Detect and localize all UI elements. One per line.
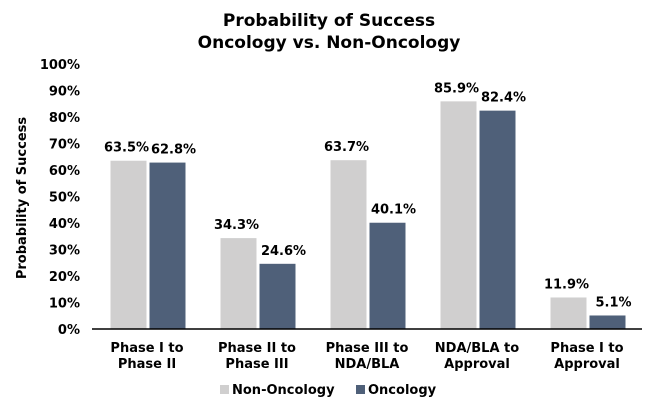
- data-label: 11.9%: [544, 277, 589, 292]
- y-tick-label: 20%: [49, 270, 80, 285]
- chart-subtitle: Oncology vs. Non-Oncology: [198, 33, 461, 53]
- y-tick-label: 60%: [49, 164, 80, 179]
- data-label: 40.1%: [371, 203, 416, 218]
- y-tick-label: 0%: [58, 323, 80, 338]
- data-label: 34.3%: [214, 218, 259, 233]
- x-category-label: Phase III to: [326, 341, 409, 356]
- x-category-label: Phase I to: [110, 341, 183, 356]
- data-label: 63.7%: [324, 140, 369, 155]
- x-category-label: Approval: [444, 357, 510, 372]
- y-tick-label: 90%: [49, 85, 80, 100]
- y-tick-label: 100%: [40, 58, 80, 73]
- data-label: 62.8%: [151, 143, 196, 158]
- y-tick-label: 40%: [49, 217, 80, 232]
- x-category-label: Phase III: [225, 357, 288, 372]
- bar-oncology: [149, 162, 186, 329]
- data-label: 24.6%: [261, 244, 306, 259]
- x-category-label: Phase I to: [550, 341, 623, 356]
- x-category-label: Phase II: [118, 357, 176, 372]
- bar-non-oncology: [330, 160, 367, 329]
- bar-oncology: [259, 263, 296, 329]
- data-label: 82.4%: [481, 91, 526, 106]
- x-category-label: Phase II to: [218, 341, 296, 356]
- x-category-label: NDA/BLA to: [435, 341, 519, 356]
- bar-non-oncology: [220, 238, 257, 329]
- legend-label: Non-Oncology: [232, 383, 335, 398]
- bar-non-oncology: [110, 160, 147, 329]
- bar-oncology: [589, 315, 626, 329]
- bar-non-oncology: [550, 297, 587, 329]
- data-label: 5.1%: [595, 295, 631, 310]
- y-tick-label: 70%: [49, 138, 80, 153]
- legend-label: Oncology: [368, 383, 437, 398]
- bar-non-oncology: [440, 101, 477, 330]
- data-label: 85.9%: [434, 81, 479, 96]
- y-axis-label: Probability of Success: [15, 117, 30, 280]
- legend-swatch: [220, 385, 229, 394]
- data-label: 63.5%: [104, 141, 149, 156]
- y-tick-label: 30%: [49, 244, 80, 259]
- bar-oncology: [479, 110, 516, 329]
- x-category-label: Approval: [554, 357, 620, 372]
- bar-oncology: [369, 222, 406, 329]
- y-tick-label: 50%: [49, 191, 80, 206]
- y-tick-label: 80%: [49, 111, 80, 126]
- legend-swatch: [356, 385, 365, 394]
- x-category-label: NDA/BLA: [335, 357, 400, 372]
- chart-title: Probability of Success: [223, 11, 435, 31]
- y-tick-label: 10%: [49, 297, 80, 312]
